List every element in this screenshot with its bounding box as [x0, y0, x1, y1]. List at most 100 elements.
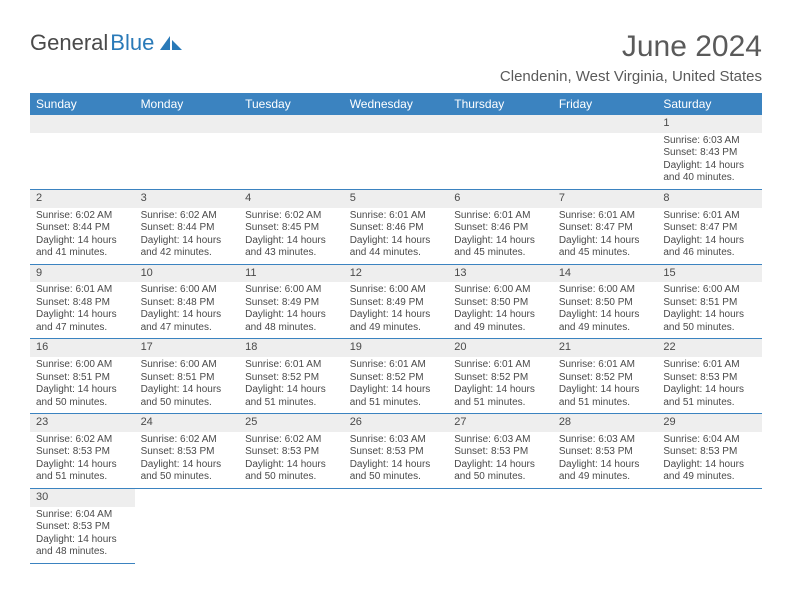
day-number: 20 [448, 339, 553, 357]
calendar-cell [30, 115, 135, 189]
calendar-cell: 14Sunrise: 6:00 AMSunset: 8:50 PMDayligh… [553, 264, 658, 339]
calendar-cell: 26Sunrise: 6:03 AMSunset: 8:53 PMDayligh… [344, 414, 449, 489]
calendar-cell [239, 115, 344, 189]
day-details: Sunrise: 6:00 AMSunset: 8:49 PMDaylight:… [344, 282, 449, 338]
calendar-cell: 27Sunrise: 6:03 AMSunset: 8:53 PMDayligh… [448, 414, 553, 489]
month-title: June 2024 [500, 30, 762, 64]
day-number: 5 [344, 190, 449, 208]
day-details: Sunrise: 6:04 AMSunset: 8:53 PMDaylight:… [657, 432, 762, 488]
day-details: Sunrise: 6:01 AMSunset: 8:52 PMDaylight:… [448, 357, 553, 413]
day-number: 1 [657, 115, 762, 133]
day-number: 3 [135, 190, 240, 208]
calendar-cell [239, 488, 344, 563]
day-number: 29 [657, 414, 762, 432]
day-number: 27 [448, 414, 553, 432]
day-details: Sunrise: 6:01 AMSunset: 8:47 PMDaylight:… [657, 208, 762, 264]
calendar-cell: 8Sunrise: 6:01 AMSunset: 8:47 PMDaylight… [657, 189, 762, 264]
day-number: 15 [657, 265, 762, 283]
calendar-cell [344, 115, 449, 189]
day-number: 6 [448, 190, 553, 208]
calendar-cell [135, 115, 240, 189]
day-details: Sunrise: 6:00 AMSunset: 8:51 PMDaylight:… [30, 357, 135, 413]
day-details: Sunrise: 6:04 AMSunset: 8:53 PMDaylight:… [30, 507, 135, 563]
day-details: Sunrise: 6:01 AMSunset: 8:52 PMDaylight:… [239, 357, 344, 413]
day-details: Sunrise: 6:02 AMSunset: 8:53 PMDaylight:… [239, 432, 344, 488]
day-header-row: SundayMondayTuesdayWednesdayThursdayFrid… [30, 93, 762, 115]
day-header: Saturday [657, 93, 762, 115]
day-number: 16 [30, 339, 135, 357]
day-number: 7 [553, 190, 658, 208]
day-details: Sunrise: 6:00 AMSunset: 8:50 PMDaylight:… [553, 282, 658, 338]
logo-text-1: General [30, 30, 108, 56]
calendar-cell: 6Sunrise: 6:01 AMSunset: 8:46 PMDaylight… [448, 189, 553, 264]
calendar-cell: 3Sunrise: 6:02 AMSunset: 8:44 PMDaylight… [135, 189, 240, 264]
calendar-cell: 20Sunrise: 6:01 AMSunset: 8:52 PMDayligh… [448, 339, 553, 414]
calendar-cell: 15Sunrise: 6:00 AMSunset: 8:51 PMDayligh… [657, 264, 762, 339]
calendar-cell: 4Sunrise: 6:02 AMSunset: 8:45 PMDaylight… [239, 189, 344, 264]
calendar-row: 1Sunrise: 6:03 AMSunset: 8:43 PMDaylight… [30, 115, 762, 189]
calendar-cell [657, 488, 762, 563]
calendar-cell: 13Sunrise: 6:00 AMSunset: 8:50 PMDayligh… [448, 264, 553, 339]
calendar-body: 1Sunrise: 6:03 AMSunset: 8:43 PMDaylight… [30, 115, 762, 563]
day-details: Sunrise: 6:00 AMSunset: 8:51 PMDaylight:… [135, 357, 240, 413]
calendar-row: 16Sunrise: 6:00 AMSunset: 8:51 PMDayligh… [30, 339, 762, 414]
calendar-cell: 17Sunrise: 6:00 AMSunset: 8:51 PMDayligh… [135, 339, 240, 414]
day-number: 9 [30, 265, 135, 283]
day-details: Sunrise: 6:03 AMSunset: 8:43 PMDaylight:… [657, 133, 762, 189]
calendar-row: 9Sunrise: 6:01 AMSunset: 8:48 PMDaylight… [30, 264, 762, 339]
day-number: 13 [448, 265, 553, 283]
calendar-cell: 10Sunrise: 6:00 AMSunset: 8:48 PMDayligh… [135, 264, 240, 339]
calendar-row: 30Sunrise: 6:04 AMSunset: 8:53 PMDayligh… [30, 488, 762, 563]
day-number: 24 [135, 414, 240, 432]
day-number: 8 [657, 190, 762, 208]
day-number: 2 [30, 190, 135, 208]
location: Clendenin, West Virginia, United States [500, 68, 762, 85]
calendar-page: GeneralBlue June 2024 Clendenin, West Vi… [0, 0, 792, 584]
day-header: Friday [553, 93, 658, 115]
calendar-cell: 28Sunrise: 6:03 AMSunset: 8:53 PMDayligh… [553, 414, 658, 489]
calendar-cell: 22Sunrise: 6:01 AMSunset: 8:53 PMDayligh… [657, 339, 762, 414]
calendar-row: 2Sunrise: 6:02 AMSunset: 8:44 PMDaylight… [30, 189, 762, 264]
day-header: Thursday [448, 93, 553, 115]
calendar-cell: 23Sunrise: 6:02 AMSunset: 8:53 PMDayligh… [30, 414, 135, 489]
day-number: 10 [135, 265, 240, 283]
day-details: Sunrise: 6:01 AMSunset: 8:53 PMDaylight:… [657, 357, 762, 413]
calendar-cell: 12Sunrise: 6:00 AMSunset: 8:49 PMDayligh… [344, 264, 449, 339]
day-details: Sunrise: 6:02 AMSunset: 8:53 PMDaylight:… [135, 432, 240, 488]
day-details: Sunrise: 6:01 AMSunset: 8:46 PMDaylight:… [344, 208, 449, 264]
day-number: 4 [239, 190, 344, 208]
logo-text-2: Blue [110, 30, 154, 56]
calendar-cell [553, 488, 658, 563]
day-header: Tuesday [239, 93, 344, 115]
day-details: Sunrise: 6:03 AMSunset: 8:53 PMDaylight:… [553, 432, 658, 488]
calendar-cell: 7Sunrise: 6:01 AMSunset: 8:47 PMDaylight… [553, 189, 658, 264]
calendar-row: 23Sunrise: 6:02 AMSunset: 8:53 PMDayligh… [30, 414, 762, 489]
title-block: June 2024 Clendenin, West Virginia, Unit… [500, 30, 762, 85]
day-number: 18 [239, 339, 344, 357]
calendar-cell: 2Sunrise: 6:02 AMSunset: 8:44 PMDaylight… [30, 189, 135, 264]
day-number: 17 [135, 339, 240, 357]
calendar-cell: 25Sunrise: 6:02 AMSunset: 8:53 PMDayligh… [239, 414, 344, 489]
calendar-cell: 18Sunrise: 6:01 AMSunset: 8:52 PMDayligh… [239, 339, 344, 414]
day-details: Sunrise: 6:03 AMSunset: 8:53 PMDaylight:… [448, 432, 553, 488]
calendar-cell: 30Sunrise: 6:04 AMSunset: 8:53 PMDayligh… [30, 488, 135, 563]
calendar-cell: 9Sunrise: 6:01 AMSunset: 8:48 PMDaylight… [30, 264, 135, 339]
calendar-table: SundayMondayTuesdayWednesdayThursdayFrid… [30, 93, 762, 564]
day-header: Wednesday [344, 93, 449, 115]
day-details: Sunrise: 6:02 AMSunset: 8:53 PMDaylight:… [30, 432, 135, 488]
day-header: Sunday [30, 93, 135, 115]
day-number: 25 [239, 414, 344, 432]
calendar-cell [448, 115, 553, 189]
day-details: Sunrise: 6:01 AMSunset: 8:48 PMDaylight:… [30, 282, 135, 338]
day-details: Sunrise: 6:01 AMSunset: 8:47 PMDaylight:… [553, 208, 658, 264]
day-number: 23 [30, 414, 135, 432]
day-number: 22 [657, 339, 762, 357]
day-details: Sunrise: 6:01 AMSunset: 8:52 PMDaylight:… [344, 357, 449, 413]
calendar-cell: 19Sunrise: 6:01 AMSunset: 8:52 PMDayligh… [344, 339, 449, 414]
day-details: Sunrise: 6:00 AMSunset: 8:51 PMDaylight:… [657, 282, 762, 338]
day-number: 11 [239, 265, 344, 283]
day-details: Sunrise: 6:01 AMSunset: 8:52 PMDaylight:… [553, 357, 658, 413]
calendar-cell [553, 115, 658, 189]
day-details: Sunrise: 6:01 AMSunset: 8:46 PMDaylight:… [448, 208, 553, 264]
day-number: 30 [30, 489, 135, 507]
